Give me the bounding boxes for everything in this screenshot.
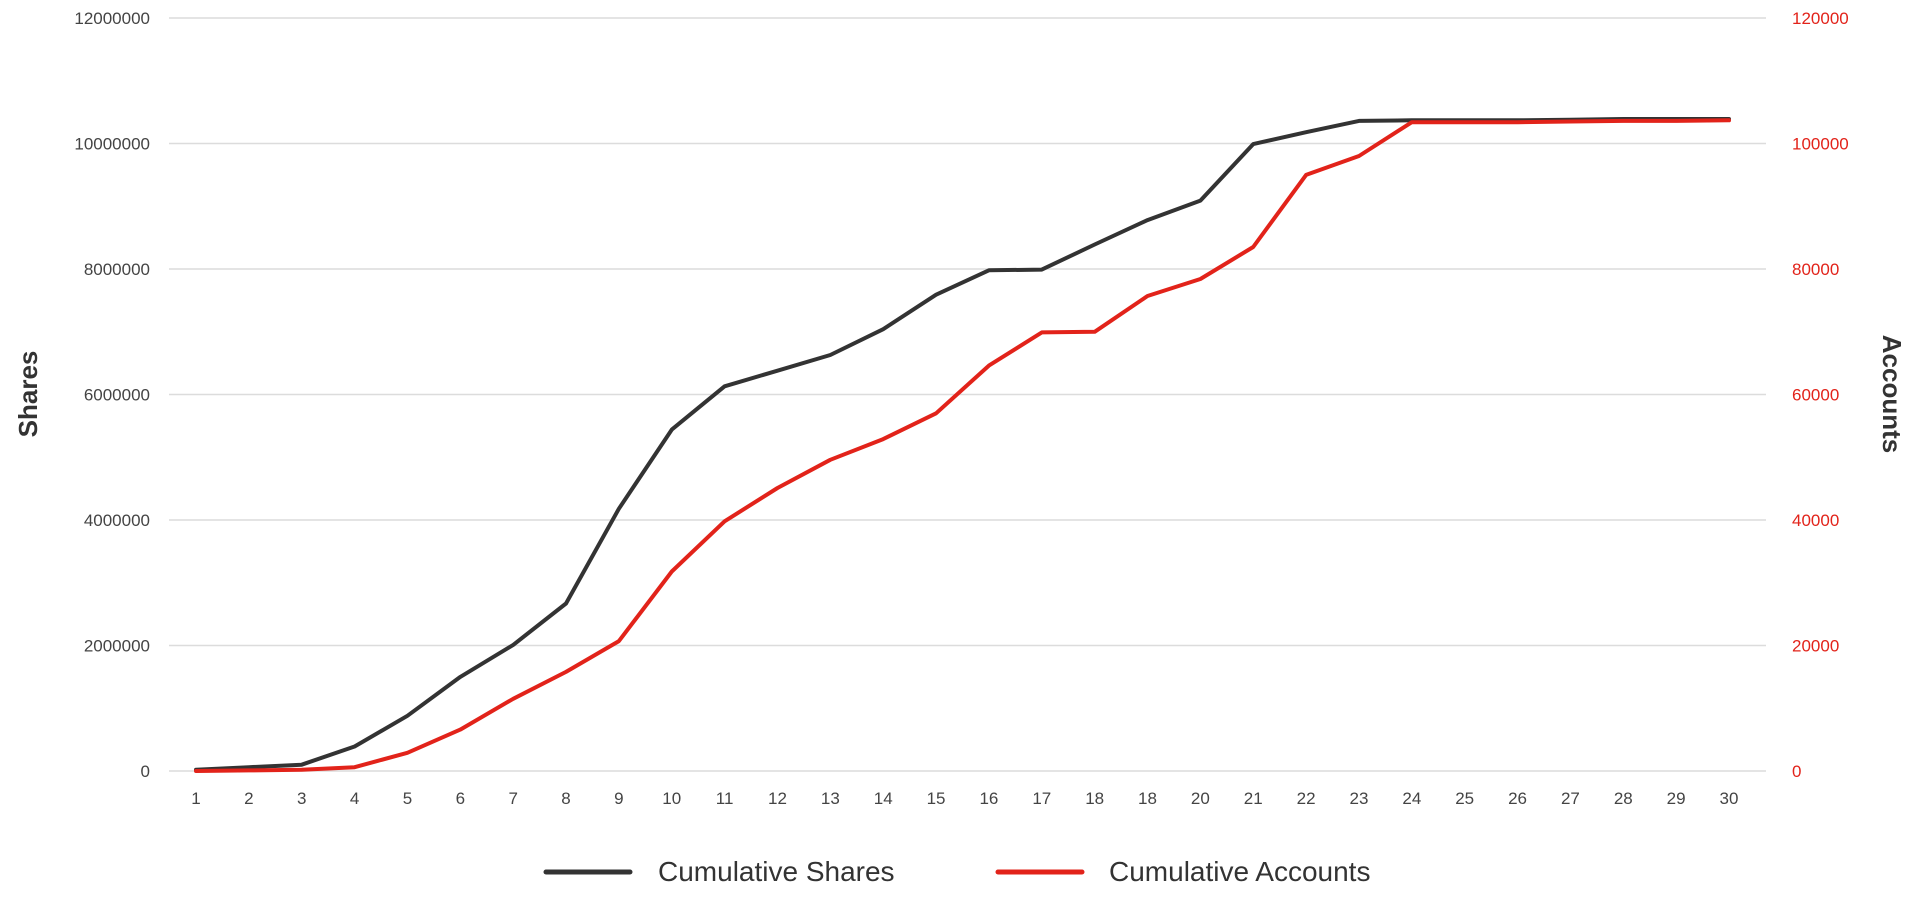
series-line-cumulative-shares (194, 117, 1731, 772)
x-tick-label: 16 (979, 789, 998, 808)
left-y-tick-label: 2000000 (84, 637, 150, 656)
x-tick-label: 18 (1138, 789, 1157, 808)
x-tick-label: 23 (1350, 789, 1369, 808)
left-y-tick-label: 8000000 (84, 260, 150, 279)
x-tick-label: 12 (768, 789, 787, 808)
x-tick-label: 18 (1085, 789, 1104, 808)
x-axis: 1 2 3 4 5 6 7 8 9 10 11 12 13 14 15 16 17 18 18 20 21 22 23 24 2… (191, 789, 1738, 808)
left-y-tick-label: 4000000 (84, 511, 150, 530)
right-y-tick-label: 60000 (1792, 386, 1839, 405)
x-tick-label: 14 (874, 789, 893, 808)
left-axis-title: Shares (13, 351, 43, 438)
x-tick-label: 30 (1720, 789, 1739, 808)
legend: Cumulative Shares Cumulative Accounts (543, 856, 1370, 887)
x-tick-label: 6 (456, 789, 465, 808)
x-tick-label: 29 (1667, 789, 1686, 808)
x-tick-label: 21 (1244, 789, 1263, 808)
gridlines (169, 17, 1766, 772)
left-y-tick-label: 10000000 (74, 135, 150, 154)
series-line-cumulative-accounts (194, 118, 1731, 773)
left-y-tick-label: 12000000 (74, 9, 150, 28)
x-tick-label: 2 (244, 789, 253, 808)
x-tick-label: 28 (1614, 789, 1633, 808)
x-tick-label: 4 (350, 789, 359, 808)
right-y-tick-label: 120000 (1792, 9, 1849, 28)
x-tick-label: 1 (191, 789, 200, 808)
x-tick-label: 11 (716, 789, 734, 808)
legend-label-shares: Cumulative Shares (658, 856, 895, 887)
x-tick-label: 13 (821, 789, 840, 808)
x-tick-label: 27 (1561, 789, 1580, 808)
right-axis-title: Accounts (1877, 335, 1907, 453)
right-y-axis: 0 20000 40000 60000 80000 100000 120000 (1792, 9, 1849, 781)
legend-label-accounts: Cumulative Accounts (1109, 856, 1370, 887)
right-y-tick-label: 80000 (1792, 260, 1839, 279)
x-tick-label: 22 (1297, 789, 1316, 808)
right-y-tick-label: 100000 (1792, 135, 1849, 154)
left-y-tick-label: 0 (141, 762, 150, 781)
x-tick-label: 26 (1508, 789, 1527, 808)
left-y-axis: 0 2000000 4000000 6000000 8000000 10000000 120… (74, 9, 150, 781)
right-y-tick-label: 0 (1792, 762, 1801, 781)
x-tick-label: 3 (297, 789, 306, 808)
x-tick-label: 25 (1455, 789, 1474, 808)
x-tick-label: 9 (614, 789, 623, 808)
right-y-tick-label: 40000 (1792, 511, 1839, 530)
x-tick-label: 7 (508, 789, 517, 808)
left-y-tick-label: 6000000 (84, 386, 150, 405)
x-tick-label: 20 (1191, 789, 1210, 808)
x-tick-label: 10 (662, 789, 681, 808)
series-lines (194, 117, 1731, 773)
x-tick-label: 24 (1402, 789, 1421, 808)
x-tick-label: 17 (1032, 789, 1051, 808)
x-tick-label: 8 (561, 789, 570, 808)
right-y-tick-label: 20000 (1792, 637, 1839, 656)
x-tick-label: 15 (927, 789, 946, 808)
x-tick-label: 5 (403, 789, 412, 808)
